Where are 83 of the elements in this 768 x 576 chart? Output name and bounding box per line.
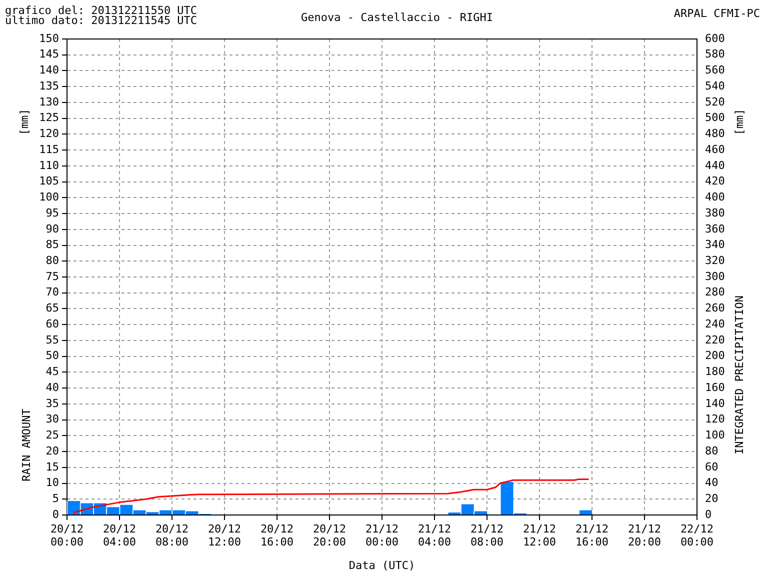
x-tick-label: 20/12 08:00: [155, 522, 189, 549]
y2-tick-label: 180: [705, 365, 725, 378]
y2-tick-label: 440: [705, 158, 725, 172]
y2-tick-label: 400: [705, 190, 725, 204]
y2-tick-label: 200: [705, 349, 725, 362]
y-tick-label: 65: [46, 302, 59, 315]
y2-tick-label: 320: [705, 254, 725, 267]
y-tick-label: 115: [39, 142, 59, 156]
y2-tick-label: 240: [705, 317, 725, 330]
y2-tick-label: 540: [705, 79, 725, 92]
x-tick-label: 20/12 12:00: [208, 522, 242, 549]
y-tick-label: 90: [46, 222, 59, 236]
y-tick-label: 20: [46, 444, 59, 458]
y-tick-label: 55: [46, 333, 59, 346]
y-tick-label: 95: [46, 206, 59, 220]
y2-tick-label: 120: [705, 412, 725, 426]
y-tick-label: 150: [39, 32, 59, 45]
x-tick-label: 21/12 20:00: [628, 522, 662, 549]
x-tick-label: 22/12 00:00: [680, 522, 714, 549]
y-tick-label: 85: [46, 238, 59, 252]
y2-tick-label: 520: [705, 95, 725, 108]
y-tick-label: 140: [39, 64, 59, 77]
x-tick-label: 20/12 16:00: [260, 522, 294, 549]
y-tick-label: 35: [46, 396, 59, 410]
y2-tick-label: 140: [705, 396, 725, 410]
y2-tick-label: 300: [705, 270, 725, 283]
y-tick-label: 45: [46, 365, 59, 378]
y-tick-label: 5: [52, 492, 59, 505]
y2-tick-label: 20: [705, 492, 718, 505]
y-tick-label: 15: [46, 460, 59, 474]
x-axis-title: Data (UTC): [348, 558, 416, 572]
y-tick-label: 0: [52, 508, 59, 521]
y2-tick-label: 100: [705, 428, 725, 442]
x-tick-label: 21/12 16:00: [575, 522, 609, 549]
y2-tick-label: 600: [705, 32, 725, 45]
x-tick-label: 21/12 04:00: [418, 522, 452, 549]
y2-tick-label: 560: [705, 64, 725, 77]
y2-tick-label: 500: [705, 111, 725, 124]
x-tick-label: 21/12 00:00: [365, 522, 399, 549]
y2-tick-label: 160: [705, 380, 725, 394]
text: [mm]: [18, 108, 31, 136]
y2-tick-label: 340: [705, 238, 725, 252]
y-tick-label: 10: [46, 476, 59, 490]
y-tick-label: 80: [46, 254, 59, 267]
chart-title: Genova - Castellaccio - RIGHI: [300, 10, 494, 24]
y-axis-title: RAIN AMOUNT: [20, 408, 33, 482]
y-tick-label: 105: [39, 174, 59, 188]
text: [mm]: [732, 108, 746, 136]
text: grafico del: 201312211550 UTC: [5, 4, 198, 17]
y-tick-label: 125: [39, 111, 59, 124]
y-tick-label: 75: [46, 270, 59, 283]
x-tick-label: 21/12 08:00: [470, 522, 504, 549]
y-tick-label: 145: [39, 48, 59, 61]
y-tick-label: 70: [46, 286, 59, 299]
y2-tick-label: 60: [705, 460, 718, 474]
x-tick-label: 20/12 04:00: [102, 522, 136, 549]
y-tick-label: 25: [46, 428, 59, 442]
y2-tick-label: 480: [705, 127, 725, 140]
y2-tick-label: 0: [705, 508, 712, 521]
y2-tick-label: 380: [705, 206, 725, 220]
y2-tick-label: 280: [705, 286, 725, 299]
y-tick-label: 50: [46, 349, 59, 362]
y2-tick-label: 260: [705, 302, 725, 315]
x-tick-label: 20/12 20:00: [312, 522, 346, 549]
y2-tick-label: 580: [705, 48, 725, 61]
text: ARPAL CFMI-PC: [674, 6, 760, 20]
y-tick-label: 40: [46, 380, 59, 394]
y2-tick-label: 460: [705, 142, 725, 156]
y2-tick-label: 220: [705, 333, 725, 346]
y2-tick-label: 360: [705, 222, 725, 236]
y-tick-label: 120: [39, 127, 59, 140]
y-tick-label: 135: [39, 79, 59, 92]
y-tick-label: 100: [39, 190, 59, 204]
y-tick-label: 30: [46, 412, 59, 426]
y2-tick-label: 80: [705, 444, 718, 458]
y-tick-label: 130: [39, 95, 59, 108]
y2-axis-title: INTEGRATED PRECIPITATION: [732, 296, 746, 454]
x-tick-label: 20/12 00:00: [50, 522, 84, 549]
y2-tick-label: 40: [705, 476, 718, 490]
y-tick-label: 110: [39, 158, 59, 172]
y-tick-label: 60: [46, 317, 59, 330]
y2-tick-label: 420: [705, 174, 725, 188]
x-tick-label: 21/12 12:00: [522, 522, 556, 549]
